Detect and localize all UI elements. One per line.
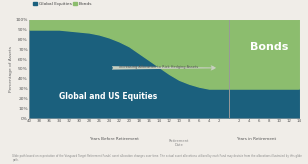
Text: Retirement
Date: Retirement Date [169, 139, 189, 147]
Text: Bonds: Bonds [249, 42, 288, 52]
Text: Global and US Equities: Global and US Equities [59, 92, 157, 101]
Legend: Global Equities, Bonds: Global Equities, Bonds [31, 0, 94, 8]
Text: Years in Retirement: Years in Retirement [236, 137, 276, 141]
Y-axis label: Percentage of Assets: Percentage of Assets [9, 46, 13, 92]
Text: Increasing Allocation to Risk Hedging Assets: Increasing Allocation to Risk Hedging As… [120, 65, 199, 69]
Text: Years Before Retirement: Years Before Retirement [89, 137, 139, 141]
Text: Glide path based on expectation of the Vanguard Target Retirement Funds' asset a: Glide path based on expectation of the V… [12, 154, 302, 162]
